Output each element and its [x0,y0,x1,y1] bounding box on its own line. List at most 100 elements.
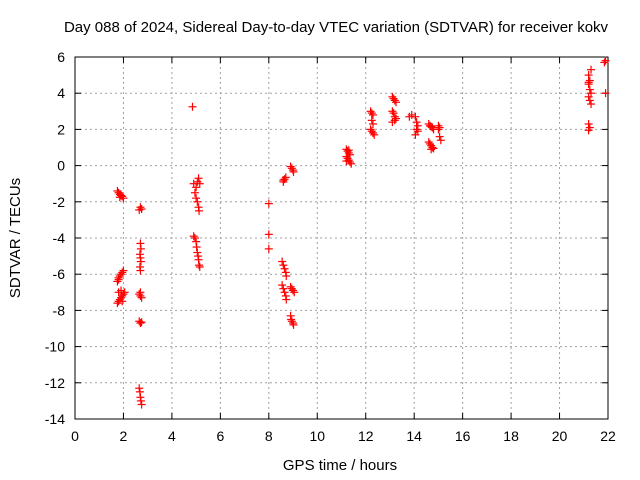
data-point [119,194,128,203]
data-point [587,100,596,109]
data-point [411,130,420,139]
data-point [368,110,377,119]
data-point [115,193,124,202]
data-point [135,384,144,393]
data-point [370,130,379,139]
data-point [428,143,437,152]
grid-lines [75,57,608,419]
x-tick-labels: 0 2 4 6 8 10 12 14 16 18 20 22 [71,428,616,444]
data-point [193,197,202,206]
data-point [118,268,127,277]
data-point [344,146,353,155]
data-point [585,76,594,85]
data-point [264,230,273,239]
data-point [278,281,287,290]
data-point [279,284,288,293]
data-point [428,123,437,132]
data-point [137,400,146,409]
data-point [287,164,296,173]
x-axis-label: GPS time / hours [283,457,397,474]
data-point [280,175,289,184]
data-point [434,125,443,134]
data-point [347,159,356,168]
data-point [587,65,596,74]
data-point [195,206,204,215]
data-point [584,126,593,135]
data-point [136,257,145,266]
data-point [136,319,145,328]
data-point [136,396,145,405]
data-point [264,244,273,253]
data-point [584,92,593,101]
data-point [342,157,351,166]
data-point [584,78,593,87]
data-point [389,109,398,118]
data-point [137,293,146,302]
data-point [279,261,288,270]
x-tick-label: 22 [600,428,616,444]
data-point [190,188,199,197]
data-point [390,96,399,105]
data-point [287,317,296,326]
data-point [137,318,146,327]
y-tick-label: -10 [45,339,65,355]
data-point [118,297,127,306]
data-point [601,56,610,65]
data-point [117,286,126,295]
data-point [278,257,287,266]
data-point [584,71,593,80]
data-point [427,145,436,154]
y-tick-label: -14 [45,411,65,427]
data-point [289,167,298,176]
y-tick-label: 6 [57,49,65,65]
data-point [188,102,197,111]
data-point [282,295,291,304]
x-tick-label: 12 [358,428,374,444]
data-point [289,320,298,329]
x-tick-label: 20 [552,428,568,444]
x-tick-label: 4 [168,428,176,444]
y-tick-label: 0 [57,158,65,174]
data-point [135,205,144,214]
data-point [411,112,420,121]
data-point [392,114,401,123]
data-point [195,179,204,188]
y-tick-labels: -14 -12 -10 -8 -6 -4 -2 0 2 4 6 [45,49,65,427]
data-point [280,288,289,297]
data-point [388,107,397,116]
x-tick-label: 6 [216,428,224,444]
data-point [436,136,445,145]
data-point [192,194,201,203]
y-tick-label: 4 [57,85,65,101]
data-point [289,286,298,295]
data-point [287,315,296,324]
y-tick-label: 2 [57,121,65,137]
y-tick-label: -8 [53,302,66,318]
data-point [367,109,376,118]
data-point [368,119,377,128]
data-point [194,174,203,183]
x-tick-label: 16 [455,428,471,444]
data-point [189,232,198,241]
data-point [601,89,610,98]
x-tick-label: 8 [265,428,273,444]
data-point [600,58,609,67]
x-tick-label: 14 [406,428,422,444]
axis-ticks [74,56,609,420]
data-point [114,275,123,284]
data-point [192,243,201,252]
data-point [368,129,377,138]
data-point [282,272,291,281]
data-point [136,288,145,297]
data-point [136,244,145,253]
data-point [435,123,444,132]
data-point [119,266,128,275]
data-point [367,116,376,125]
x-tick-label: 2 [120,428,128,444]
data-point [345,157,354,166]
data-point [264,199,273,208]
data-points [113,56,610,409]
data-point [388,118,397,127]
data-point [195,262,204,271]
